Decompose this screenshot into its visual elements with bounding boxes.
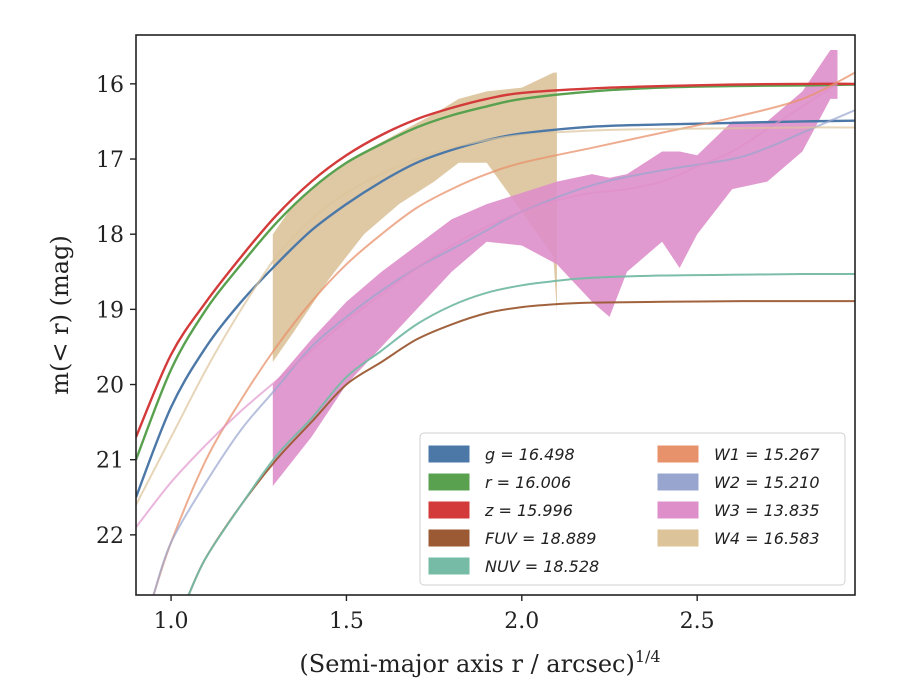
series-line-fuv (187, 300, 855, 595)
y-tick-label: 17 (96, 148, 124, 173)
y-axis-ticks: 16 17 18 19 20 21 22 (96, 73, 136, 549)
y-tick-label: 21 (96, 449, 124, 474)
series-line-r (136, 83, 855, 461)
x-tick-label: 2.0 (504, 609, 539, 634)
legend-box (419, 432, 846, 586)
series-line-w4 (136, 126, 855, 506)
series-line-z (136, 82, 855, 438)
legend: g = 16.498 r = 16.006 z = 15.996 FUV = 18.8… (419, 432, 846, 586)
x-tick-label: 2.5 (680, 609, 715, 634)
y-tick-label: 16 (96, 73, 124, 98)
legend-label-z: z = 15.996 (484, 501, 573, 520)
band-w4 (272, 72, 557, 362)
legend-label-g: g = 16.498 (485, 445, 575, 464)
series-lines (136, 71, 855, 595)
series-line-nuv (187, 272, 855, 595)
legend-swatch-w3 (657, 501, 699, 519)
x-axis-ticks: 1.0 1.5 2.0 2.5 (154, 595, 715, 634)
legend-swatch-r (428, 473, 470, 491)
legend-label-w2: W2 = 15.210 (714, 473, 820, 492)
series-line-g (136, 119, 855, 498)
legend-label-r: r = 16.006 (485, 473, 571, 492)
legend-swatch-g (428, 445, 470, 463)
legend-swatch-z (428, 501, 470, 519)
y-tick-label: 20 (96, 374, 124, 399)
y-tick-label: 22 (96, 524, 124, 549)
x-tick-label: 1.5 (329, 609, 364, 634)
legend-swatch-fuv (428, 529, 470, 547)
band-w3 (272, 50, 838, 486)
plot-frame (135, 34, 856, 596)
legend-label-w1: W1 = 15.267 (714, 445, 820, 464)
legend-swatch-w1 (657, 445, 699, 463)
legend-label-w4: W4 = 16.583 (714, 529, 820, 548)
y-axis-title: m(< r) (mag) (46, 235, 74, 394)
legend-label-nuv: NUV = 18.528 (485, 557, 599, 576)
y-tick-label: 18 (96, 223, 124, 248)
series-line-w3 (136, 83, 839, 528)
error-bands (272, 50, 838, 486)
legend-swatch-w2 (657, 473, 699, 491)
y-tick-label: 19 (96, 298, 124, 323)
legend-swatch-nuv (428, 557, 470, 575)
x-axis-title: (Semi-major axis r / arcsec)1/4 (299, 647, 660, 678)
series-line-w2 (152, 109, 855, 595)
x-tick-label: 1.0 (154, 609, 189, 634)
legend-label-fuv: FUV = 18.889 (485, 529, 596, 548)
legend-swatch-w4 (657, 529, 699, 547)
legend-label-w3: W3 = 13.835 (714, 501, 820, 520)
